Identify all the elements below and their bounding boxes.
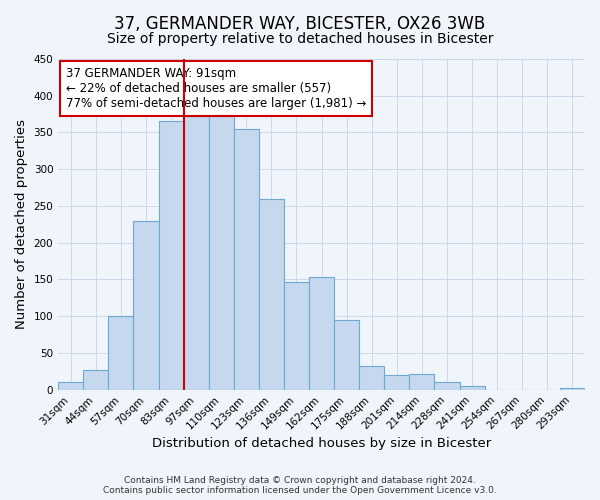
Bar bbox=[234, 129, 259, 390]
Bar bbox=[334, 320, 359, 390]
Bar bbox=[184, 116, 209, 390]
X-axis label: Distribution of detached houses by size in Bicester: Distribution of detached houses by size … bbox=[152, 437, 491, 450]
Text: Contains HM Land Registry data © Crown copyright and database right 2024.
Contai: Contains HM Land Registry data © Crown c… bbox=[103, 476, 497, 495]
Bar bbox=[284, 282, 309, 390]
Bar bbox=[385, 375, 409, 390]
Bar bbox=[434, 382, 460, 390]
Bar bbox=[83, 370, 109, 390]
Bar bbox=[209, 114, 234, 390]
Bar bbox=[359, 366, 385, 390]
Bar bbox=[560, 388, 585, 390]
Bar bbox=[309, 276, 334, 390]
Text: 37 GERMANDER WAY: 91sqm
← 22% of detached houses are smaller (557)
77% of semi-d: 37 GERMANDER WAY: 91sqm ← 22% of detache… bbox=[66, 68, 367, 110]
Bar bbox=[109, 316, 133, 390]
Bar bbox=[259, 198, 284, 390]
Bar bbox=[409, 374, 434, 390]
Y-axis label: Number of detached properties: Number of detached properties bbox=[15, 120, 28, 330]
Text: Size of property relative to detached houses in Bicester: Size of property relative to detached ho… bbox=[107, 32, 493, 46]
Bar bbox=[158, 122, 184, 390]
Bar bbox=[460, 386, 485, 390]
Bar bbox=[58, 382, 83, 390]
Text: 37, GERMANDER WAY, BICESTER, OX26 3WB: 37, GERMANDER WAY, BICESTER, OX26 3WB bbox=[115, 15, 485, 33]
Bar bbox=[133, 220, 158, 390]
